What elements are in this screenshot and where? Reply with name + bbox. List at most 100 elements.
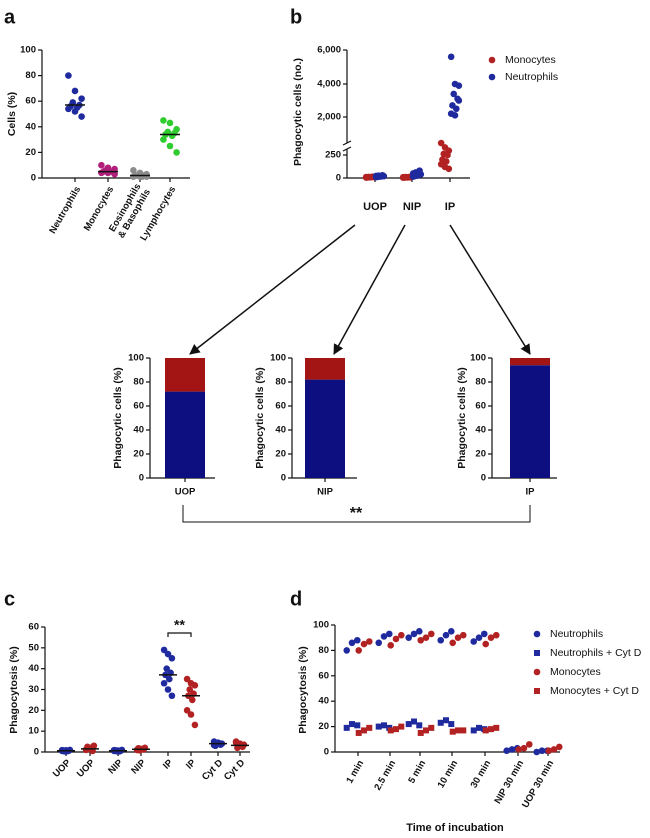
significance-label: ** xyxy=(174,617,185,633)
point xyxy=(398,723,405,730)
point xyxy=(449,639,457,647)
y-tick-label: 4,000 xyxy=(317,79,341,90)
point xyxy=(399,173,407,181)
point xyxy=(437,719,444,726)
y-tick-label: 20 xyxy=(475,449,486,460)
arrow xyxy=(189,224,356,355)
bar-segment xyxy=(165,391,205,478)
y-tick-label: 20 xyxy=(318,721,329,732)
point xyxy=(550,746,558,753)
point xyxy=(404,174,412,181)
y-tick-label: 10 xyxy=(28,726,39,737)
point xyxy=(452,105,460,113)
panel-label: c xyxy=(4,588,15,610)
y-tick-label: 100 xyxy=(128,353,144,364)
point xyxy=(515,746,523,753)
point xyxy=(136,173,144,181)
y-tick-label: 60 xyxy=(475,401,486,412)
point xyxy=(166,675,173,683)
point xyxy=(414,171,422,179)
point xyxy=(444,151,451,159)
panel-label: a xyxy=(4,6,16,28)
point xyxy=(78,95,85,102)
point xyxy=(191,721,199,729)
point xyxy=(143,173,150,181)
y-tick-label: 40 xyxy=(318,696,329,707)
point xyxy=(166,119,174,127)
x-tick-label: UOP 30 min xyxy=(520,758,556,810)
y-tick-label: 0 xyxy=(324,747,329,758)
point xyxy=(533,748,541,756)
y-tick-label: 60 xyxy=(25,96,36,107)
point xyxy=(164,686,172,693)
point xyxy=(189,696,196,704)
point xyxy=(445,165,453,173)
point xyxy=(343,647,351,654)
point xyxy=(372,172,380,180)
point xyxy=(343,724,350,731)
y-axis-title: Phagocytosis (%) xyxy=(297,646,309,734)
point xyxy=(482,727,489,734)
point xyxy=(451,112,459,119)
point xyxy=(415,628,423,635)
bar-segment xyxy=(305,358,345,380)
x-tick-label: NIP xyxy=(106,757,125,776)
y-tick-label: 50 xyxy=(28,642,39,653)
point xyxy=(460,727,467,734)
point xyxy=(160,679,168,687)
point xyxy=(455,97,463,104)
legend-label: Monocytes xyxy=(505,54,556,66)
y-tick-label: 40 xyxy=(475,425,486,436)
point xyxy=(545,747,553,755)
significance-bracket xyxy=(182,505,531,523)
legend-marker xyxy=(488,56,496,64)
x-tick-label: IP xyxy=(161,757,176,772)
x-tick-label: Cyt D xyxy=(222,757,247,782)
y-tick-label: 60 xyxy=(318,670,329,681)
x-tick-label: IP xyxy=(526,487,536,498)
point xyxy=(392,635,400,643)
x-tick-label: 30 min xyxy=(468,758,493,790)
point xyxy=(447,628,455,635)
y-tick-label: 80 xyxy=(275,377,286,388)
y-tick-label: 250 xyxy=(325,150,341,161)
legend-marker xyxy=(534,688,540,694)
point xyxy=(168,132,176,140)
point xyxy=(166,142,174,150)
point xyxy=(377,173,385,180)
panel-label: d xyxy=(290,588,302,610)
point xyxy=(360,640,368,648)
point xyxy=(449,728,456,735)
point xyxy=(437,636,445,644)
point xyxy=(442,631,450,639)
point xyxy=(71,87,79,95)
y-tick-label: 80 xyxy=(25,70,36,81)
y-tick-label: 100 xyxy=(20,45,36,56)
x-tick-label: UOP xyxy=(75,757,98,780)
point xyxy=(173,149,180,156)
point xyxy=(417,636,425,644)
y-tick-label: 20 xyxy=(28,705,39,716)
point xyxy=(130,167,137,174)
y-tick-label: 40 xyxy=(275,425,286,436)
point xyxy=(353,636,361,644)
point xyxy=(525,741,533,748)
y-tick-label: 100 xyxy=(470,353,486,364)
point xyxy=(448,721,455,728)
y-tick-label: 20 xyxy=(25,147,36,158)
point xyxy=(423,727,429,734)
y-tick-label: 0 xyxy=(139,473,144,484)
significance-label: ** xyxy=(350,505,363,522)
point xyxy=(397,631,405,639)
point xyxy=(160,117,167,124)
point xyxy=(422,634,430,641)
point xyxy=(349,721,355,728)
point xyxy=(488,726,494,733)
bar-segment xyxy=(510,365,550,478)
legend-label: Neutrophils xyxy=(550,628,603,640)
y-tick-label: 0 xyxy=(481,473,486,484)
point xyxy=(191,682,199,689)
x-tick-label: 5 min xyxy=(406,758,428,785)
y-axis-title: Phagocytosis (%) xyxy=(8,646,20,734)
y-tick-label: 80 xyxy=(475,377,486,388)
